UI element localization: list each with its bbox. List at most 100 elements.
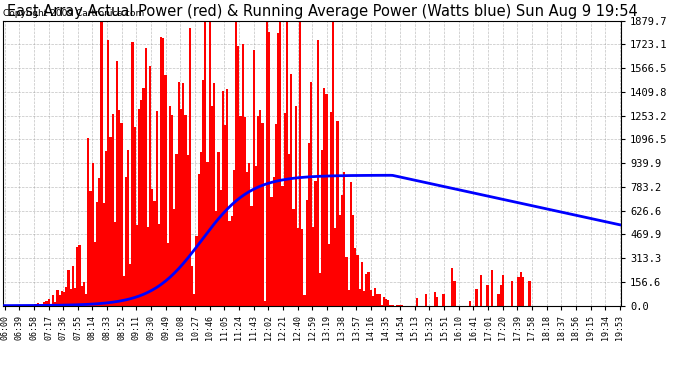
Bar (65, 287, 68, 306)
Bar (343, 172, 345, 306)
Bar (433, 292, 435, 306)
Bar (125, 177, 127, 306)
Text: East Array Actual Power (red) & Running Average Power (Watts blue) Sun Aug 9 19:: East Array Actual Power (red) & Running … (7, 4, 638, 19)
Bar (378, 294, 381, 306)
Bar (167, 243, 169, 306)
Bar (199, 152, 202, 306)
Bar (475, 289, 477, 306)
Bar (257, 116, 259, 306)
Bar (239, 116, 241, 306)
Bar (178, 82, 180, 306)
Bar (284, 113, 286, 306)
Bar (241, 44, 244, 306)
Bar (32, 305, 34, 306)
Bar (520, 272, 522, 306)
Bar (193, 294, 195, 306)
Bar (147, 227, 149, 306)
Bar (134, 127, 136, 306)
Bar (46, 301, 48, 306)
Bar (81, 286, 83, 306)
Bar (156, 111, 158, 306)
Bar (387, 300, 389, 306)
Bar (171, 115, 173, 306)
Bar (204, 21, 206, 306)
Bar (442, 294, 444, 306)
Bar (354, 248, 356, 306)
Bar (52, 296, 55, 306)
Bar (162, 39, 164, 306)
Bar (363, 291, 365, 306)
Bar (282, 186, 284, 306)
Bar (57, 290, 59, 306)
Bar (116, 62, 118, 306)
Bar (109, 137, 112, 306)
Bar (328, 243, 330, 306)
Bar (105, 151, 107, 306)
Bar (215, 211, 217, 306)
Bar (228, 222, 230, 306)
Bar (138, 109, 140, 306)
Bar (385, 299, 387, 306)
Bar (312, 227, 315, 306)
Bar (173, 209, 175, 306)
Bar (348, 290, 350, 306)
Bar (217, 152, 219, 306)
Bar (486, 285, 489, 306)
Bar (233, 170, 235, 306)
Bar (197, 174, 199, 306)
Bar (491, 270, 493, 306)
Bar (68, 270, 70, 306)
Bar (352, 214, 354, 306)
Bar (188, 28, 191, 306)
Bar (372, 296, 374, 306)
Text: Copyright 2009 Cartronics.com: Copyright 2009 Cartronics.com (3, 9, 145, 18)
Bar (273, 177, 275, 306)
Bar (253, 50, 255, 306)
Bar (255, 166, 257, 306)
Bar (326, 94, 328, 306)
Bar (383, 297, 385, 306)
Bar (145, 48, 147, 306)
Bar (244, 117, 246, 306)
Bar (221, 91, 224, 306)
Bar (502, 275, 504, 306)
Bar (180, 109, 182, 306)
Bar (224, 125, 226, 306)
Bar (290, 74, 293, 306)
Bar (83, 282, 85, 306)
Bar (425, 294, 427, 306)
Bar (339, 215, 341, 306)
Bar (315, 181, 317, 306)
Bar (131, 42, 134, 306)
Bar (23, 305, 26, 306)
Bar (202, 80, 204, 306)
Bar (511, 280, 513, 306)
Bar (21, 305, 23, 306)
Bar (118, 111, 120, 306)
Bar (317, 39, 319, 306)
Bar (270, 197, 273, 306)
Bar (308, 143, 310, 306)
Bar (39, 304, 41, 306)
Bar (87, 138, 90, 306)
Bar (41, 304, 43, 306)
Bar (246, 172, 248, 306)
Bar (182, 83, 184, 306)
Bar (158, 224, 160, 306)
Bar (277, 33, 279, 306)
Bar (123, 276, 125, 306)
Bar (213, 83, 215, 306)
Bar (248, 163, 250, 306)
Bar (370, 291, 372, 306)
Bar (259, 110, 262, 306)
Bar (30, 305, 32, 306)
Bar (345, 257, 348, 306)
Bar (288, 154, 290, 306)
Bar (70, 289, 72, 306)
Bar (435, 297, 438, 306)
Bar (96, 202, 98, 306)
Bar (112, 114, 114, 306)
Bar (264, 301, 266, 306)
Bar (76, 248, 79, 306)
Bar (376, 294, 378, 306)
